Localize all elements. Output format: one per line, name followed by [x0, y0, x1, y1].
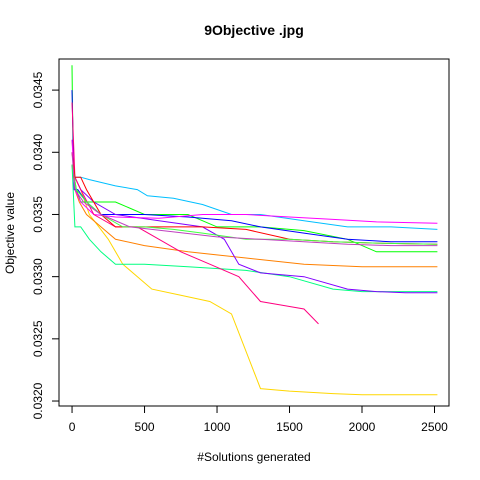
y-tick-label: 0.0320	[31, 382, 45, 419]
y-axis: 0.0320 0.0325 0.0330 0.0335 0.0340 0.0345	[31, 71, 60, 419]
x-axis-label: #Solutions generated	[197, 450, 310, 464]
series-line-7	[71, 164, 438, 294]
series-line-11	[71, 164, 438, 245]
chart-title: 9Objective .jpg	[204, 22, 304, 38]
series-line-5	[71, 164, 438, 230]
x-tick-label: 1500	[276, 420, 303, 434]
series-line-9	[71, 102, 319, 325]
x-tick-label: 2000	[349, 420, 376, 434]
x-tick-label: 2500	[421, 420, 448, 434]
y-tick-label: 0.0340	[31, 134, 45, 171]
series-line-3	[71, 164, 438, 293]
x-axis: 0 500 1000 1500 2000 2500	[69, 405, 448, 434]
y-tick-label: 0.0335	[31, 196, 45, 233]
series-layer	[71, 65, 438, 396]
x-tick-label: 0	[69, 420, 76, 434]
series-line-2	[71, 164, 438, 268]
x-tick-label: 1000	[204, 420, 231, 434]
series-line-6	[71, 90, 438, 243]
x-tick-label: 500	[135, 420, 155, 434]
series-line-12	[71, 152, 438, 247]
y-tick-label: 0.0330	[31, 258, 45, 295]
series-line-8	[71, 139, 438, 224]
y-tick-label: 0.0345	[31, 71, 45, 108]
y-axis-label: Objective value	[3, 192, 17, 274]
y-tick-label: 0.0325	[31, 320, 45, 357]
